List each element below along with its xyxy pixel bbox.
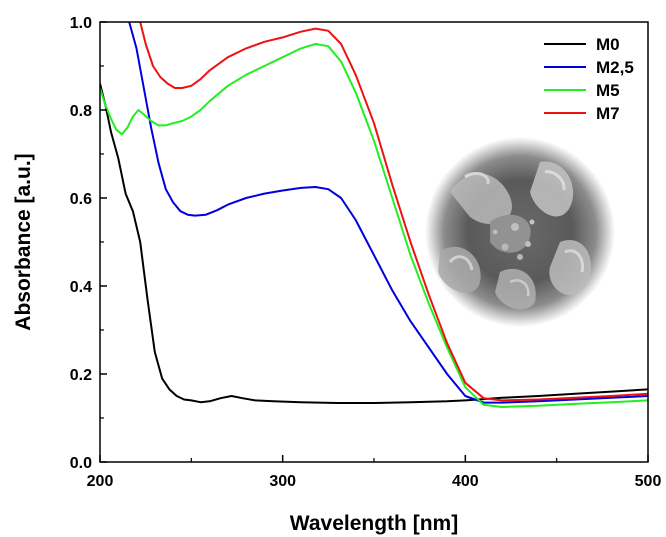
x-axis-title: Wavelength [nm] — [290, 512, 458, 535]
y-tick-label: 0.4 — [70, 279, 92, 296]
x-tick-label: 300 — [269, 473, 296, 490]
y-tick-label: 1.0 — [70, 15, 92, 32]
x-tick-label: 500 — [635, 473, 662, 490]
y-tick-label: 0.8 — [70, 103, 92, 120]
legend-label: M0 — [596, 35, 620, 54]
legend: M0 M2,5 M5 M7 — [544, 35, 634, 123]
y-tick-label: 0.6 — [70, 191, 92, 208]
legend-label: M2,5 — [596, 58, 634, 77]
series-line-m5 — [100, 43, 648, 408]
series-line-m7 — [139, 22, 648, 402]
sem-micrograph-inset — [425, 137, 615, 327]
y-tick-label: 0.2 — [70, 367, 92, 384]
x-tick-label: 400 — [452, 473, 479, 490]
legend-label: M7 — [596, 104, 620, 123]
legend-label: M5 — [596, 81, 620, 100]
x-tick-label: 200 — [87, 473, 114, 490]
y-tick-label: 0.0 — [70, 455, 92, 472]
series-line-m2-5 — [128, 22, 648, 404]
y-axis-title: Absorbance [a.u.] — [12, 153, 35, 330]
